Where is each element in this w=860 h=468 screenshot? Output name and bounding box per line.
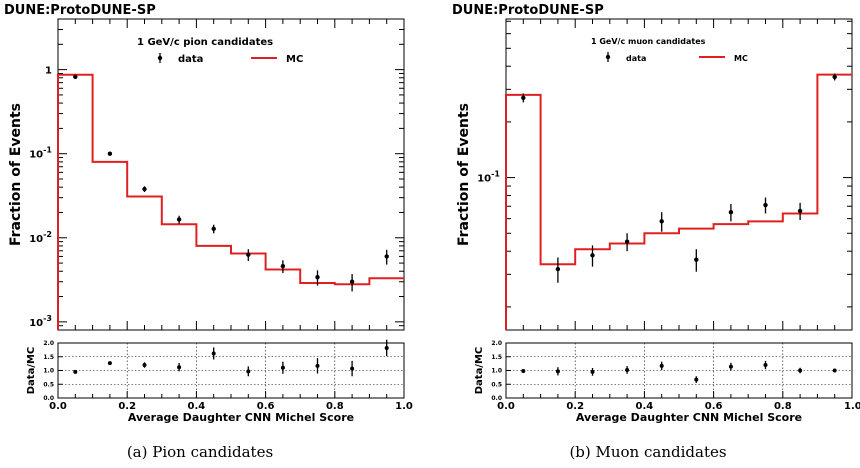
chart-title: DUNE:ProtoDUNE-SP [4, 3, 156, 18]
data-point [832, 74, 837, 80]
ratio-point [350, 366, 355, 371]
chart-panel-2: DUNE:ProtoDUNE-SP 10-1 Fraction of Events 1… [452, 3, 860, 461]
ratio-point [590, 369, 595, 374]
ratio-point [694, 377, 699, 382]
x-tick-label: 0.0 [49, 401, 67, 412]
ratio-point [625, 367, 630, 372]
ratio-point [107, 361, 112, 366]
ratio-point [384, 345, 389, 350]
ratio-point [211, 351, 216, 356]
x-tick-label: 0.4 [636, 401, 654, 412]
x-tick-label: 0.8 [326, 401, 344, 412]
ratio-point [73, 369, 78, 374]
ratio-y-tick-label: 0.0 [43, 395, 54, 402]
data-point [624, 239, 630, 244]
x-axis-label: Average Daughter CNN Michel Score [128, 411, 354, 424]
ratio-point [246, 369, 251, 374]
y-tick-label: 10-1 [477, 170, 500, 185]
data-point [315, 274, 320, 280]
ratio-point [280, 365, 285, 370]
data-point [246, 252, 251, 257]
y-tick-label: 10-1 [29, 146, 52, 161]
ratio-y-tick-label: 2.0 [43, 340, 54, 347]
x-tick-label: 0.2 [118, 401, 136, 412]
ratio-point [555, 369, 560, 374]
x-tick-label: 0.0 [497, 401, 515, 412]
x-tick-label: 1.0 [844, 401, 860, 412]
ratio-y-tick-label: 2.0 [491, 340, 502, 347]
y-tick-label: 1 [45, 66, 52, 77]
data-point [349, 279, 355, 284]
data-point [659, 219, 664, 224]
data-point [73, 74, 78, 80]
main-plot-frame [505, 18, 853, 331]
ratio-point [521, 369, 526, 374]
data-point [280, 263, 286, 269]
ratio-point [142, 363, 147, 367]
ratio-y-tick-label: 1.5 [491, 354, 502, 361]
ratio-point [659, 363, 664, 368]
chart-annotation: 1 GeV/c pion candidates [137, 37, 273, 48]
figure-caption: (b) Muon candidates [569, 443, 726, 461]
chart-panel-1: DUNE:ProtoDUNE-SP 10-3 10-2 10-1 1 Fraction o… [4, 3, 413, 461]
y-tick-label: 10-2 [29, 230, 52, 245]
data-point [694, 257, 699, 262]
y-tick-label: 10-3 [29, 314, 52, 329]
y-axis-label: Fraction of Events [8, 103, 24, 246]
ratio-y-tick-label: 0.5 [43, 381, 54, 388]
x-tick-label: 0.2 [566, 401, 584, 412]
ratio-y-axis-label: Data/MC [26, 347, 37, 395]
ratio-y-axis-label: Data/MC [474, 347, 485, 395]
data-point [176, 217, 182, 222]
data-point [555, 266, 561, 272]
figure-caption: (a) Pion candidates [127, 443, 273, 461]
x-tick-label: 0.6 [257, 401, 275, 412]
data-point [384, 254, 389, 259]
legend-mc-label: MC [734, 54, 748, 63]
ratio-point [315, 363, 320, 368]
legend-data-label: data [626, 54, 646, 63]
x-tick-label: 1.0 [395, 401, 413, 412]
mc-histogram-line [505, 73, 852, 330]
mc-histogram-line [57, 73, 404, 330]
legend-data-label: data [178, 54, 203, 65]
ratio-y-tick-label: 1.5 [43, 354, 54, 361]
data-point [142, 186, 147, 192]
ratio-y-tick-label: 1.0 [43, 368, 54, 375]
chart-annotation: 1 GeV/c muon candidates [591, 37, 706, 46]
chart-title: DUNE:ProtoDUNE-SP [452, 3, 604, 18]
x-tick-label: 0.4 [188, 401, 206, 412]
x-axis-label: Average Daughter CNN Michel Score [576, 411, 802, 424]
data-point [211, 226, 216, 231]
ratio-y-tick-label: 0.5 [491, 381, 502, 388]
data-point [797, 208, 803, 214]
x-tick-label: 0.8 [774, 401, 792, 412]
ratio-point [177, 365, 182, 370]
x-tick-label: 0.6 [705, 401, 723, 412]
ratio-point [798, 368, 803, 373]
ratio-y-tick-label: 0.0 [491, 395, 502, 402]
data-point [521, 95, 526, 100]
data-point [763, 202, 768, 208]
ratio-point [832, 368, 837, 373]
ratio-y-tick-label: 1.0 [491, 368, 502, 375]
data-point [728, 209, 734, 215]
ratio-point [763, 363, 768, 367]
data-point [107, 151, 113, 156]
ratio-point [728, 364, 733, 369]
y-axis-label: Fraction of Events [456, 103, 472, 246]
data-point [590, 253, 595, 258]
legend-mc-label: MC [286, 54, 303, 65]
